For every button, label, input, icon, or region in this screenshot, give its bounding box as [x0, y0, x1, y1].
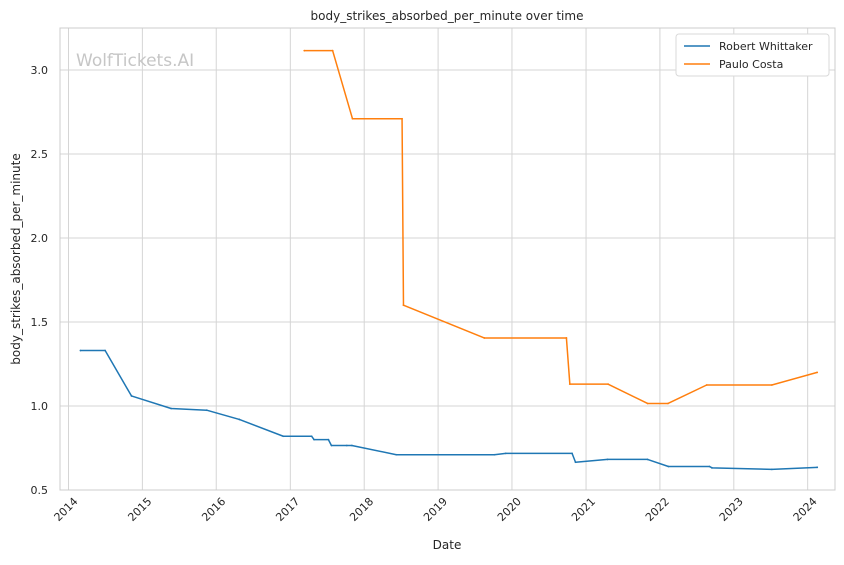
data-point	[79, 349, 82, 352]
series-robert-whittaker	[79, 349, 819, 471]
data-point	[350, 444, 353, 447]
plot-background	[60, 28, 835, 490]
data-point	[282, 435, 285, 438]
data-point	[711, 466, 713, 469]
series-group	[79, 49, 819, 471]
series-paulo-costa	[303, 49, 819, 405]
legend-label-paulo-costa: Paulo Costa	[719, 58, 783, 71]
data-point	[565, 337, 568, 339]
y-axis: 0.5 1.0 1.5 2.0 2.5 3.0	[31, 64, 49, 497]
x-axis-label: Date	[433, 538, 462, 552]
data-point	[395, 453, 398, 456]
data-point	[574, 461, 577, 464]
plot-frame	[59, 27, 836, 491]
data-point	[330, 444, 333, 447]
y-tick-label: 1.0	[31, 400, 49, 413]
data-point	[313, 438, 315, 441]
data-point	[331, 49, 334, 52]
data-point	[646, 402, 649, 405]
data-point	[770, 384, 773, 386]
data-point	[708, 465, 711, 468]
data-point	[504, 452, 507, 455]
y-tick-label: 2.5	[31, 148, 49, 161]
legend-label-robert-whittaker: Robert Whittaker	[719, 40, 813, 53]
data-point	[816, 371, 819, 374]
data-point	[402, 304, 405, 307]
data-point	[646, 458, 649, 461]
data-point	[303, 49, 306, 52]
data-point	[327, 438, 330, 441]
data-point	[667, 465, 670, 468]
watermark-text: WolfTickets.AI	[76, 51, 194, 71]
data-point	[816, 466, 819, 469]
y-tick-label: 0.5	[31, 484, 49, 497]
data-point	[667, 402, 669, 405]
y-tick-label: 3.0	[31, 64, 49, 77]
grid	[60, 28, 835, 491]
data-point	[130, 395, 133, 397]
series-line-paulo-costa	[304, 49, 818, 405]
legend: Robert Whittaker Paulo Costa	[675, 33, 830, 77]
data-point	[571, 452, 573, 455]
y-axis-label: body_strikes_absorbed_per_minute	[9, 153, 23, 364]
legend-box	[675, 33, 830, 77]
data-point	[310, 435, 313, 438]
data-point	[351, 117, 354, 120]
data-point	[345, 444, 348, 447]
data-point	[770, 468, 773, 471]
data-point	[568, 383, 571, 386]
data-point	[483, 337, 486, 339]
chart-title: body_strikes_absorbed_per_minute over ti…	[311, 9, 584, 23]
data-point	[205, 409, 208, 412]
data-point	[401, 117, 403, 120]
data-point	[606, 458, 609, 461]
y-tick-label: 2.0	[31, 232, 49, 245]
data-point	[607, 383, 610, 386]
y-tick-label: 1.5	[31, 316, 49, 329]
data-point	[238, 418, 241, 421]
data-point	[493, 453, 496, 456]
data-point	[170, 407, 173, 410]
data-point	[705, 384, 708, 386]
data-point	[104, 349, 107, 352]
